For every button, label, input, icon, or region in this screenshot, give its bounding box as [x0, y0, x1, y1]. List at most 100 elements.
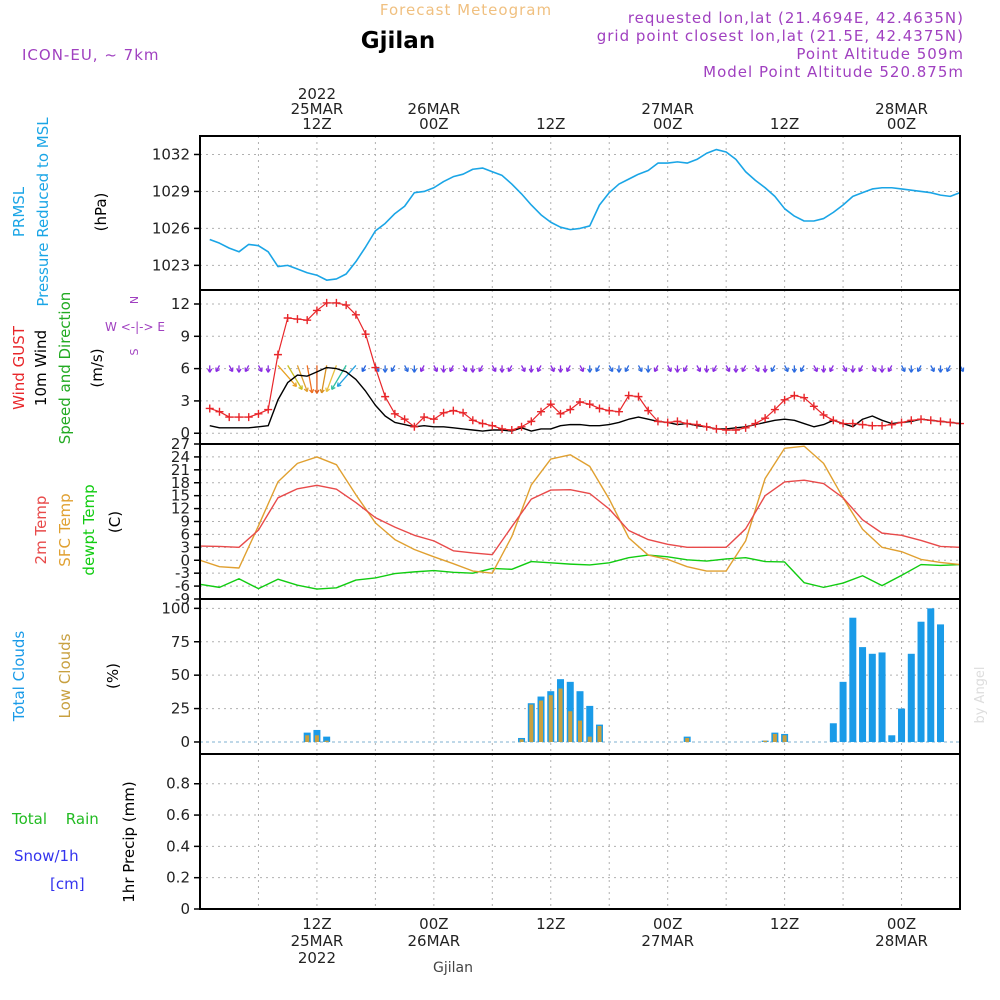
wind-arrow-head: [638, 367, 643, 373]
time-label: 2022: [298, 949, 336, 967]
series-line-wind-gust: [209, 302, 961, 431]
total-clouds-bar: [576, 691, 584, 742]
time-label: 28MAR: [875, 100, 928, 118]
total-clouds-bar: [927, 608, 935, 742]
gust-marker: [595, 404, 604, 413]
gust-marker: [644, 406, 653, 415]
y-tick-label: -3: [175, 564, 190, 582]
gust-marker: [576, 398, 584, 406]
time-label: 12Z: [302, 115, 331, 133]
wind-arrow-head: [930, 367, 935, 373]
wind-direction-arrows: [207, 364, 965, 394]
gust-marker: [731, 426, 740, 434]
gust-marker: [819, 410, 828, 419]
wind-arrow-head: [595, 367, 600, 373]
total-clouds-bar: [829, 723, 837, 742]
wind-arrow: [331, 365, 347, 390]
gust-marker: [605, 406, 614, 415]
gust-marker: [653, 417, 662, 426]
wind-arrow-head: [215, 367, 220, 373]
low-clouds-bar: [314, 735, 319, 742]
low-clouds-bar: [529, 704, 534, 742]
time-label: 00Z: [419, 115, 448, 133]
wind-label-gust: Wind GUST: [10, 325, 28, 410]
clouds-label-low: Low Clouds: [56, 633, 74, 718]
gust-marker: [517, 422, 526, 431]
clouds-panel: 0 25 50 75 100 Total Clouds Low Clouds (%): [10, 598, 961, 755]
wind-arrow-head: [587, 368, 593, 373]
y-tick-label: 0.8: [166, 775, 190, 793]
y-tick-label: 12: [171, 295, 190, 313]
time-label: 27MAR: [641, 100, 694, 118]
y-tick-label: 18: [171, 474, 190, 492]
y-tick-label: 0.4: [166, 837, 190, 855]
time-label: 12Z: [536, 115, 565, 133]
compass-south: S: [128, 348, 141, 355]
gust-marker: [741, 423, 750, 432]
wind-panel: 0 3 6 9 12 Wind GUST 10m Wind Speed and Dire…: [10, 289, 965, 445]
gust-marker: [342, 301, 351, 310]
gust-marker: [712, 424, 721, 433]
gust-marker: [498, 424, 507, 433]
gust-marker: [537, 407, 546, 416]
wind-arrow-head: [946, 367, 951, 373]
wind-arrow-head: [579, 367, 585, 373]
y-tick-label: 0: [180, 424, 190, 442]
wind-arrow-head: [850, 368, 856, 373]
wind-arrow-head: [521, 367, 526, 373]
wind-arrow-head: [879, 368, 885, 373]
wind-arrow-head: [292, 382, 298, 388]
y-tick-label: 100: [161, 599, 190, 617]
wind-arrow-head: [325, 387, 331, 393]
low-clouds-bar: [324, 740, 329, 742]
y-tick-label: 75: [171, 633, 190, 651]
total-clouds-bar: [888, 735, 896, 742]
clouds-bars: [200, 608, 960, 743]
low-clouds-bar: [782, 735, 787, 742]
gust-marker: [770, 405, 779, 414]
wind-arrow-head: [704, 368, 710, 373]
wind-arrow-head: [733, 368, 739, 373]
low-clouds-bar: [568, 711, 573, 742]
gust-marker: [868, 421, 877, 430]
gust-marker: [780, 395, 789, 404]
total-clouds-bar: [898, 708, 906, 742]
wind-arrow-head: [566, 367, 571, 373]
wind-arrow-head: [667, 367, 672, 373]
location-title: Gjilan: [361, 28, 435, 54]
gust-marker: [351, 310, 360, 319]
clouds-y-ticks: 0 25 50 75 100: [161, 599, 200, 751]
y-tick-label: 3: [180, 538, 190, 556]
wind-arrow-head: [236, 368, 242, 373]
wind-arrow-head: [207, 368, 213, 373]
meteogram-title: Forecast Meteogram: [380, 1, 552, 19]
wind-arrow-head: [741, 367, 747, 373]
gust-marker: [225, 413, 234, 422]
y-tick-label: 0: [180, 900, 190, 918]
y-tick-label: 21: [171, 461, 190, 479]
time-label: 00Z: [419, 915, 448, 933]
wind-label-dir: Speed and Direction: [56, 292, 74, 445]
gust-marker: [488, 421, 497, 430]
wind-arrow-head: [404, 367, 409, 373]
gust-marker: [459, 408, 468, 417]
wind-arrow-head: [616, 368, 622, 373]
grid-point-coords: grid point closest lon,lat (21.5E, 42.43…: [597, 27, 964, 45]
wind-arrow-head: [499, 368, 505, 373]
gust-marker: [264, 405, 273, 414]
y-tick-label: 15: [171, 487, 190, 505]
gust-marker: [722, 426, 731, 434]
wind-arrow-head: [908, 368, 914, 373]
time-label: 00Z: [653, 115, 682, 133]
wind-arrow-head: [419, 367, 425, 373]
gust-marker: [683, 419, 692, 428]
time-label: 12Z: [770, 115, 799, 133]
wind-arrow-head: [916, 367, 922, 373]
time-label: 26MAR: [407, 932, 460, 950]
wind-arrow: [306, 365, 313, 394]
wind-arrow-head: [507, 367, 513, 373]
pressure-frame: [199, 135, 961, 291]
wind-arrow-head: [550, 367, 555, 373]
gust-marker: [790, 391, 799, 400]
